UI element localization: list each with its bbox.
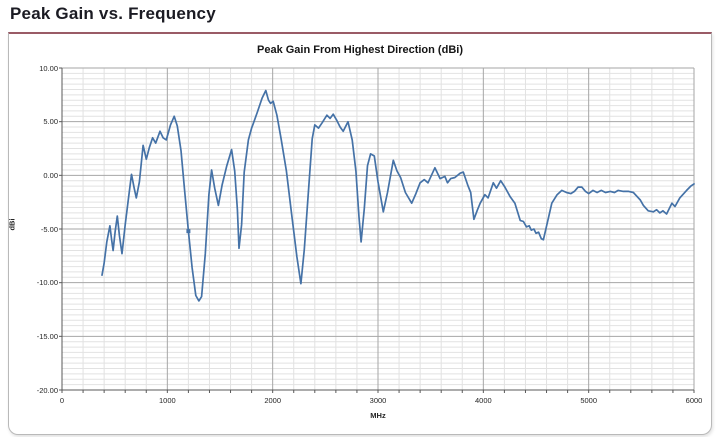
- y-tick-label: 0.00: [43, 170, 58, 180]
- page-title: Peak Gain vs. Frequency: [10, 4, 216, 23]
- y-tick-label: 5.00: [43, 117, 58, 127]
- x-tick-label: 6000: [685, 396, 703, 405]
- y-tick-label: 10.00: [39, 63, 58, 73]
- x-tick-label: 4000: [474, 396, 492, 405]
- x-tick-label: 2000: [264, 396, 281, 405]
- x-tick-label: 5000: [580, 396, 597, 405]
- peak-gain-line: [101, 89, 695, 302]
- chart-title: Peak Gain From Highest Direction (dBi): [257, 44, 463, 56]
- x-axis-label: MHz: [370, 411, 386, 420]
- y-tick-label: -5.00: [40, 224, 58, 234]
- y-tick-label: -20.00: [36, 385, 58, 395]
- plot-area: [59, 67, 695, 393]
- x-tick-label: 0: [59, 396, 65, 405]
- x-tick-label: 3000: [369, 396, 387, 405]
- y-axis-label: dBi: [7, 218, 17, 231]
- data-point-marker: [186, 229, 191, 234]
- y-tick-label: -15.00: [36, 331, 58, 341]
- y-tick-label: -10.00: [36, 278, 58, 288]
- x-tick-label: 1000: [158, 396, 176, 405]
